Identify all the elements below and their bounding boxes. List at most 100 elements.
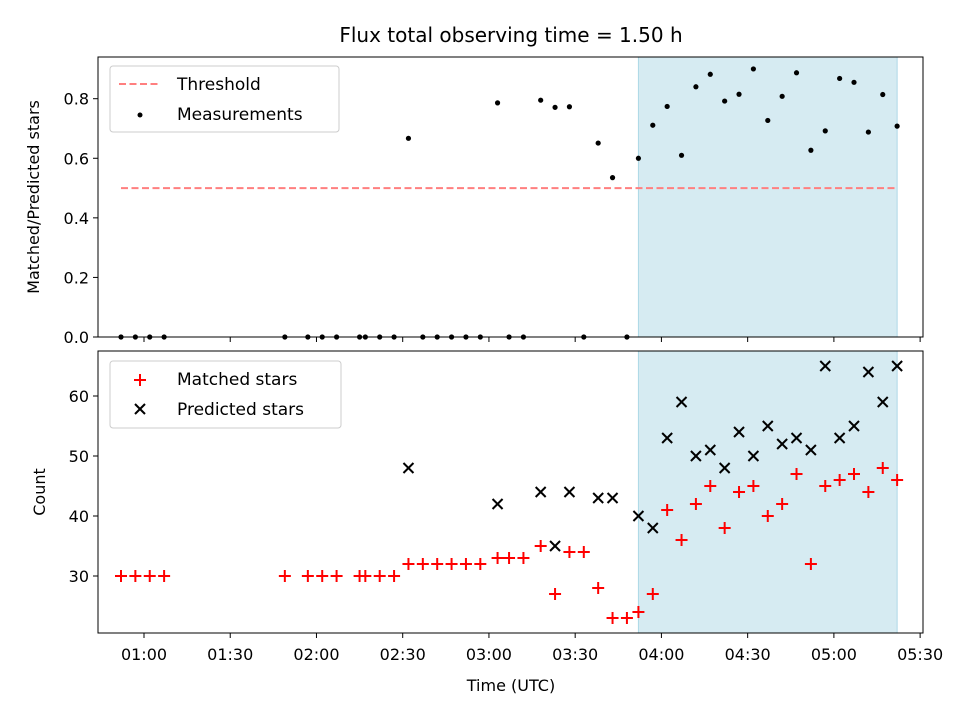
x-tick-label: 03:30 [552, 645, 598, 664]
y-tick-label: 0.2 [64, 268, 89, 287]
measurement-point [650, 122, 656, 128]
predicted-star-point [848, 420, 860, 432]
predicted-star-point [862, 366, 875, 378]
measurement-point [664, 103, 670, 110]
top-y-axis-label: Matched/Predicted stars [24, 100, 43, 294]
matched-star-point [563, 546, 576, 558]
matched-star-point [359, 570, 372, 582]
predicted-star-point [877, 396, 889, 408]
measurement-point [822, 128, 828, 134]
matched-star-point [373, 570, 386, 582]
predicted-star-point [747, 450, 760, 462]
matched-star-point [790, 468, 803, 480]
measurement-point [678, 152, 685, 158]
chart-title: Flux total observing time = 1.50 h [339, 23, 682, 47]
matched-star-point [503, 552, 516, 564]
bottom-panel: 30 40 50 60 01:00 01:30 02:00 02:30 03:00 03:30 0… [30, 350, 943, 695]
predicted-star-point [647, 522, 659, 534]
matched-star-point [646, 588, 659, 600]
measurement-point [595, 140, 601, 146]
measurement-point [779, 93, 785, 99]
measurement-point [405, 135, 412, 141]
predicted-star-point [704, 444, 716, 456]
matched-star-point [718, 522, 731, 534]
matched-star-point [577, 546, 590, 558]
measurement-point [750, 66, 757, 72]
matched-star-point [819, 480, 832, 492]
matched-star-point [632, 606, 645, 618]
matched-star-point [402, 558, 415, 570]
matched-star-point [689, 498, 702, 510]
predicted-star-point [592, 492, 604, 504]
predicted-star-point [891, 360, 903, 372]
measurement-point [865, 129, 871, 135]
legend-measurements-label: Measurements [177, 105, 303, 125]
measurement-point [765, 117, 771, 124]
predicted-star-point [733, 426, 745, 438]
matched-star-point [445, 558, 458, 570]
matched-star-point [675, 534, 688, 546]
predicted-star-point [491, 498, 504, 510]
bottom-legend: Matched stars Predicted stars [109, 360, 342, 429]
observing-window-span [637, 56, 898, 338]
predicted-star-point [661, 432, 673, 444]
matched-star-point [431, 558, 444, 570]
y-tick-label: 0.8 [64, 90, 89, 109]
y-tick-label: 50 [69, 447, 89, 466]
x-tick-label: 05:00 [811, 645, 857, 664]
legend-predicted-swatch [134, 403, 146, 415]
matched-star-point [158, 570, 171, 582]
predicted-star-point [563, 486, 576, 498]
y-tick-label: 0.4 [64, 209, 89, 228]
x-axis-label: Time (UTC) [466, 676, 555, 695]
matched-star-point [143, 570, 156, 582]
matched-star-point [592, 582, 605, 594]
matched-star-point [549, 588, 562, 600]
measurement-point [722, 98, 728, 104]
x-tick-label: 02:00 [293, 645, 339, 664]
predicted-star-point [402, 462, 415, 474]
matched-star-point [301, 570, 314, 582]
x-tick-label: 01:00 [121, 645, 167, 664]
x-tick-label: 02:30 [380, 645, 426, 664]
measurement-point [494, 100, 501, 106]
matched-star-point [833, 474, 846, 486]
measurement-point [609, 175, 616, 181]
predicted-star-point [776, 438, 788, 450]
matched-star-point [316, 570, 329, 582]
matched-star-point [517, 552, 530, 564]
matched-star-point [114, 570, 127, 582]
matched-star-point [606, 612, 619, 624]
top-legend: Threshold Measurements [109, 65, 340, 133]
matched-star-point [661, 504, 674, 516]
matched-star-point [129, 570, 142, 582]
predicted-star-point [534, 486, 547, 498]
measurement-point [538, 97, 544, 103]
predicted-star-point [549, 540, 561, 552]
y-tick-label: 0.0 [64, 328, 89, 347]
x-tick-label: 01:30 [207, 645, 253, 664]
measurement-point [552, 104, 558, 110]
x-tick-label: 04:30 [725, 645, 771, 664]
matched-star-point [891, 474, 904, 486]
bottom-legend-box [109, 360, 342, 429]
y-tick-label: 40 [69, 507, 89, 526]
measurement-point [837, 75, 843, 82]
matched-star-point [620, 612, 633, 624]
bottom-y-axis-label: Count [30, 468, 49, 516]
matched-star-point [804, 558, 817, 570]
legend-threshold-label: Threshold [176, 75, 261, 95]
matched-star-point [491, 552, 504, 564]
predicted-star-point [762, 420, 774, 432]
measurement-point [808, 147, 814, 153]
matched-star-point [330, 570, 343, 582]
predicted-star-point [805, 444, 817, 456]
top-panel: Flux total observing time = 1.50 h 0.0 0.… [24, 23, 924, 347]
matched-star-point [761, 510, 774, 522]
x-tick-label: 03:00 [466, 645, 512, 664]
matched-star-point [388, 570, 401, 582]
measurement-point [894, 123, 900, 129]
measurement-point [566, 104, 573, 110]
matched-star-point [776, 498, 789, 510]
y-tick-label: 0.6 [64, 149, 89, 168]
